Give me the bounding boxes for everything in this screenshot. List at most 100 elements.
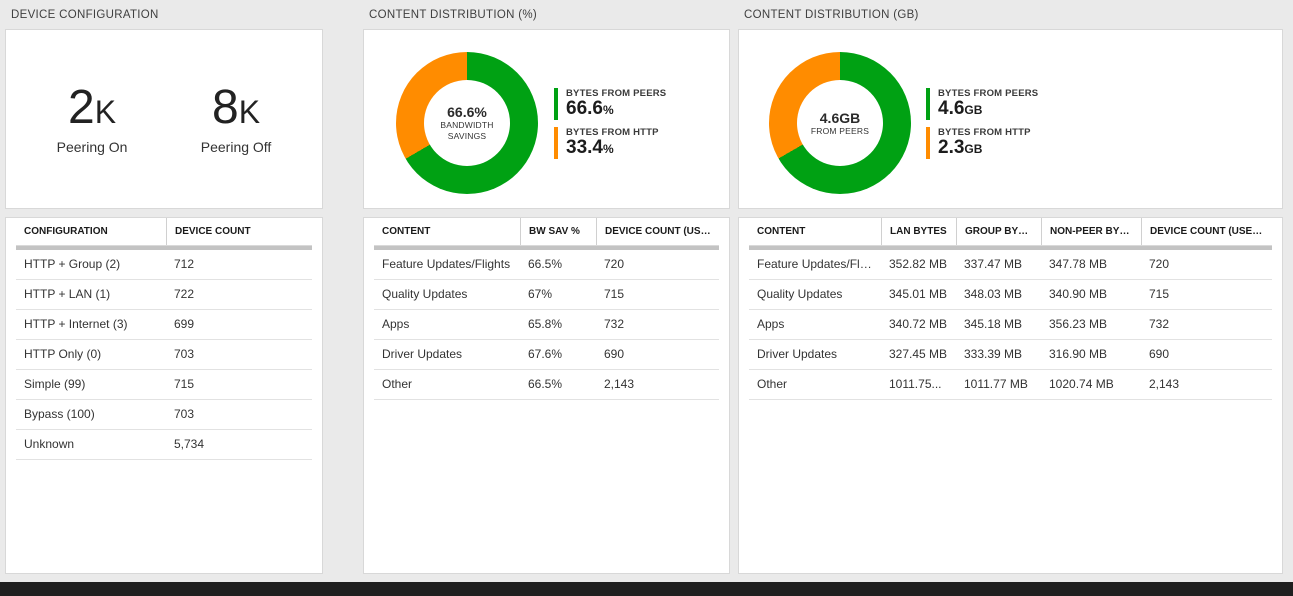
header-separator [374,246,719,250]
cell-content: Quality Updates [757,287,843,301]
cell-device-count: 2,143 [1149,377,1180,391]
legend-text: BYTES FROM HTTP 2.3GB [938,127,1031,159]
table-row[interactable]: Driver Updates 67.6% 690 [374,340,719,370]
bytes-from-peers-chart-card: 4.6GB FROM PEERS BYTES FROM PEERS 4.6GB … [738,29,1283,209]
legend-value: 33.4% [566,136,659,159]
cell-content: Other [757,377,788,391]
cell-non-peer-bytes: 1020.74 MB [1049,377,1114,391]
legend-value-number: 33.4 [566,136,603,158]
column-header-lan-bytes: LAN BYTES [881,218,956,245]
legend-item-bytes-from-http: BYTES FROM HTTP 33.4% [554,126,666,159]
cell-configuration: Unknown [24,437,75,451]
cell-content: Driver Updates [382,347,463,361]
column-header-content: CONTENT [757,226,806,237]
stat-suffix: K [94,93,117,130]
cell-device-count: 715 [1149,287,1170,301]
bandwidth-savings-chart-card: 66.6% BANDWIDTH SAVINGS BYTES FROM PEERS… [363,29,730,209]
table-row[interactable]: Driver Updates 327.45 MB 333.39 MB 316.9… [749,340,1272,370]
cell-content: Feature Updates/Flights [757,257,881,271]
cell-bw-sav: 67% [528,287,553,301]
cell-device-count: 703 [174,347,195,361]
http-color-swatch [926,126,930,159]
table-header-row: CONFIGURATION DEVICE COUNT [16,218,312,246]
peers-color-swatch [926,88,930,120]
header-separator [16,246,312,250]
legend-value: 66.6% [566,98,666,120]
cell-bw-sav: 66.5% [528,377,563,391]
donut-center: 66.6% BANDWIDTH SAVINGS [424,80,510,166]
cell-device-count: 5,734 [174,437,205,451]
legend-value-number: 2.3 [938,136,965,158]
legend-value-unit: GB [964,103,983,117]
table-row[interactable]: Bypass (100) 703 [16,400,312,430]
cell-device-count: 720 [604,257,625,271]
cell-device-count: 2,143 [604,377,635,391]
cell-configuration: Bypass (100) [24,407,95,421]
content-distribution-percent-table: CONTENT BW SAV % DEVICE COUNT (USED P2P)… [363,217,730,574]
panel-content-distribution-gb: CONTENT DISTRIBUTION (GB) 4.6GB FROM PEE… [738,5,1283,574]
donut-center: 4.6GB FROM PEERS [797,80,883,166]
table-row[interactable]: Simple (99) 715 [16,370,312,400]
legend-text: BYTES FROM HTTP 33.4% [566,127,659,159]
table-row[interactable]: Other 66.5% 2,143 [374,370,719,400]
cell-lan-bytes: 340.72 MB [889,317,948,331]
donut-center-value: 66.6% [447,104,487,121]
legend-value-number: 4.6 [938,98,965,119]
table-row[interactable]: Unknown 5,734 [16,430,312,460]
content-distribution-gb-table: CONTENT LAN BYTES GROUP BYTES NON-PEER B… [738,217,1283,574]
column-header-device-count-used-p2p: DEVICE COUNT (USED P2P) [596,218,719,245]
donut-chart-bandwidth-savings[interactable]: 66.6% BANDWIDTH SAVINGS [396,52,538,194]
table-row[interactable]: HTTP Only (0) 703 [16,340,312,370]
legend-value-unit: % [602,103,614,117]
cell-configuration: HTTP Only (0) [24,347,102,361]
cell-configuration: HTTP + Group (2) [24,257,121,271]
legend-value-number: 66.6 [566,98,603,119]
table-row[interactable]: HTTP + Internet (3) 699 [16,310,312,340]
table-row[interactable]: HTTP + LAN (1) 722 [16,280,312,310]
table-header-row: CONTENT BW SAV % DEVICE COUNT (USED P2P) [374,218,719,246]
cell-device-count: 720 [1149,257,1170,271]
stat-peering-on[interactable]: 2K Peering On [56,83,128,155]
legend-text: BYTES FROM PEERS 66.6% [566,88,666,120]
panel-title-device-configuration: DEVICE CONFIGURATION [11,9,159,21]
cell-configuration: HTTP + LAN (1) [24,287,111,301]
table-row[interactable]: Apps 340.72 MB 345.18 MB 356.23 MB 732 [749,310,1272,340]
stat-number: 8K [201,83,272,132]
column-header-bw-sav: BW SAV % [520,218,596,245]
table-row[interactable]: Quality Updates 345.01 MB 348.03 MB 340.… [749,280,1272,310]
http-color-swatch [554,126,558,159]
stat-label: Peering On [56,138,128,155]
table-row[interactable]: Feature Updates/Flights 66.5% 720 [374,250,719,280]
cell-configuration: Simple (99) [24,377,86,391]
table-row[interactable]: Other 1011.75... 1011.77 MB 1020.74 MB 2… [749,370,1272,400]
column-header-content: CONTENT [382,226,431,237]
cell-configuration: HTTP + Internet (3) [24,317,128,331]
table-row[interactable]: Apps 65.8% 732 [374,310,719,340]
panel-title-content-distribution-percent: CONTENT DISTRIBUTION (%) [369,9,537,21]
cell-non-peer-bytes: 340.90 MB [1049,287,1108,301]
cell-group-bytes: 333.39 MB [964,347,1023,361]
cell-lan-bytes: 1011.75... [889,377,942,391]
legend-value-unit: % [602,141,614,156]
donut-chart-bytes-from-peers[interactable]: 4.6GB FROM PEERS [769,52,911,194]
cell-group-bytes: 345.18 MB [964,317,1023,331]
cell-device-count: 715 [174,377,195,391]
stat-peering-off[interactable]: 8K Peering Off [201,83,272,155]
donut-center-label: BANDWIDTH [440,120,494,131]
cell-content: Apps [757,317,785,331]
donut-center-label: FROM PEERS [810,125,870,136]
chart-legend: BYTES FROM PEERS 66.6% BYTES FROM HTTP 3… [554,88,666,159]
table-row[interactable]: HTTP + Group (2) 712 [16,250,312,280]
column-header-device-count-used-p2p: DEVICE COUNT (USED P2P) [1141,218,1272,245]
cell-non-peer-bytes: 347.78 MB [1049,257,1108,271]
column-header-configuration: CONFIGURATION [24,226,108,237]
table-row[interactable]: Feature Updates/Flights 352.82 MB 337.47… [749,250,1272,280]
cell-device-count: 703 [174,407,195,421]
column-header-device-count: DEVICE COUNT [166,218,312,245]
panel-title-content-distribution-gb: CONTENT DISTRIBUTION (GB) [744,9,919,21]
cell-group-bytes: 348.03 MB [964,287,1023,301]
table-row[interactable]: Quality Updates 67% 715 [374,280,719,310]
legend-item-bytes-from-peers: BYTES FROM PEERS 66.6% [554,88,666,120]
cell-device-count: 722 [174,287,195,301]
stat-suffix: K [238,93,261,130]
